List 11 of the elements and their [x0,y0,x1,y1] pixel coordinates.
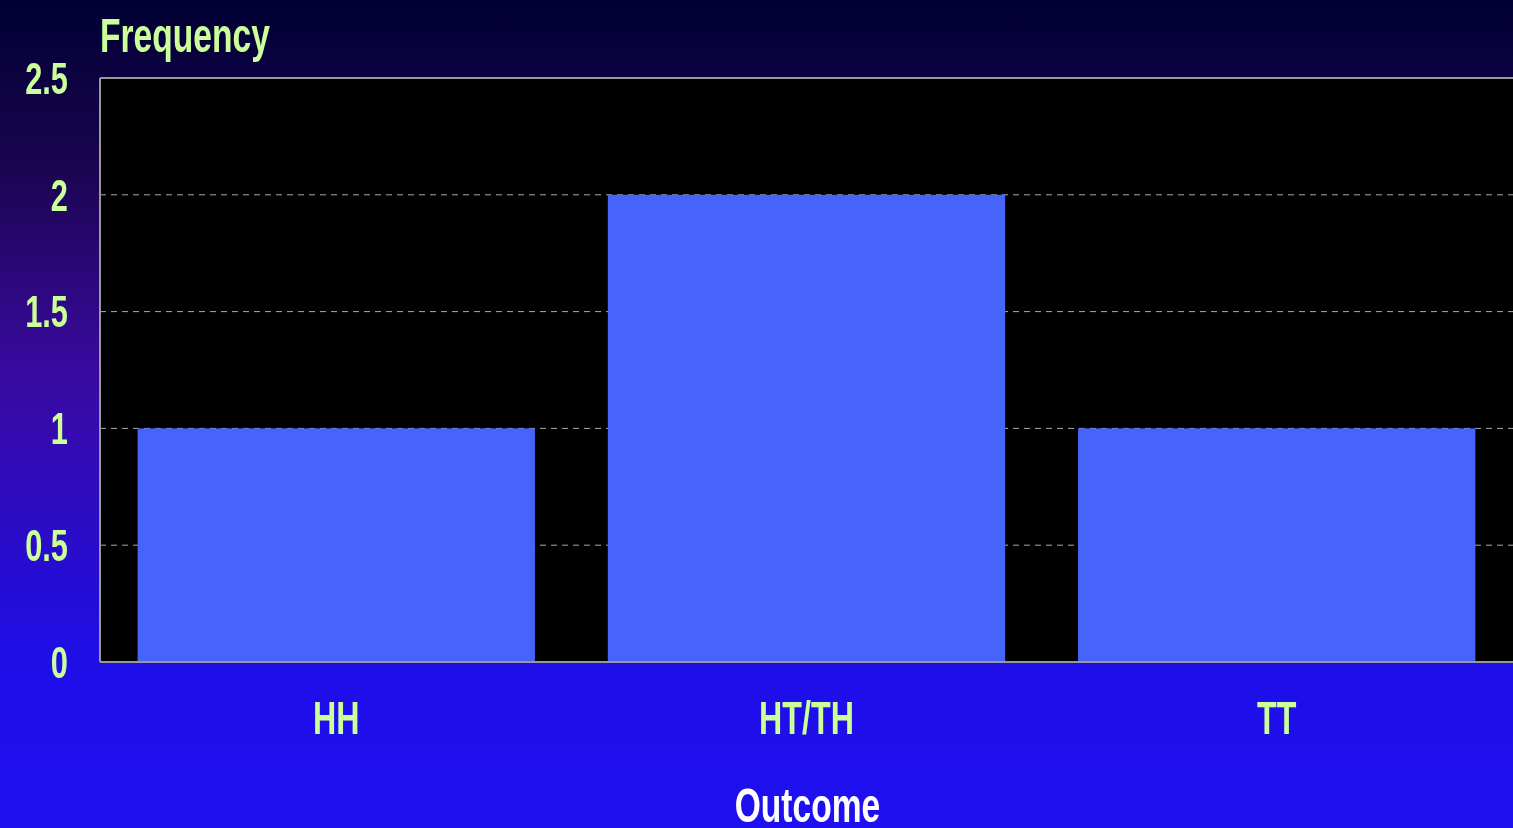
y-tick-label: 0 [50,638,68,688]
x-axis-title: Outcome [734,777,881,828]
y-tick-label: 2.5 [25,54,68,104]
x-tick-label: HH [313,692,360,744]
y-tick-label: 1.5 [25,288,68,337]
y-axis-title: Frequency [100,7,270,63]
y-tick-label: 2 [50,171,68,220]
y-tick-label: 0.5 [25,521,68,571]
x-tick-label: HT/TH [759,692,854,744]
x-tick-label: TT [1257,692,1297,744]
y-tick-label: 1 [50,404,68,454]
